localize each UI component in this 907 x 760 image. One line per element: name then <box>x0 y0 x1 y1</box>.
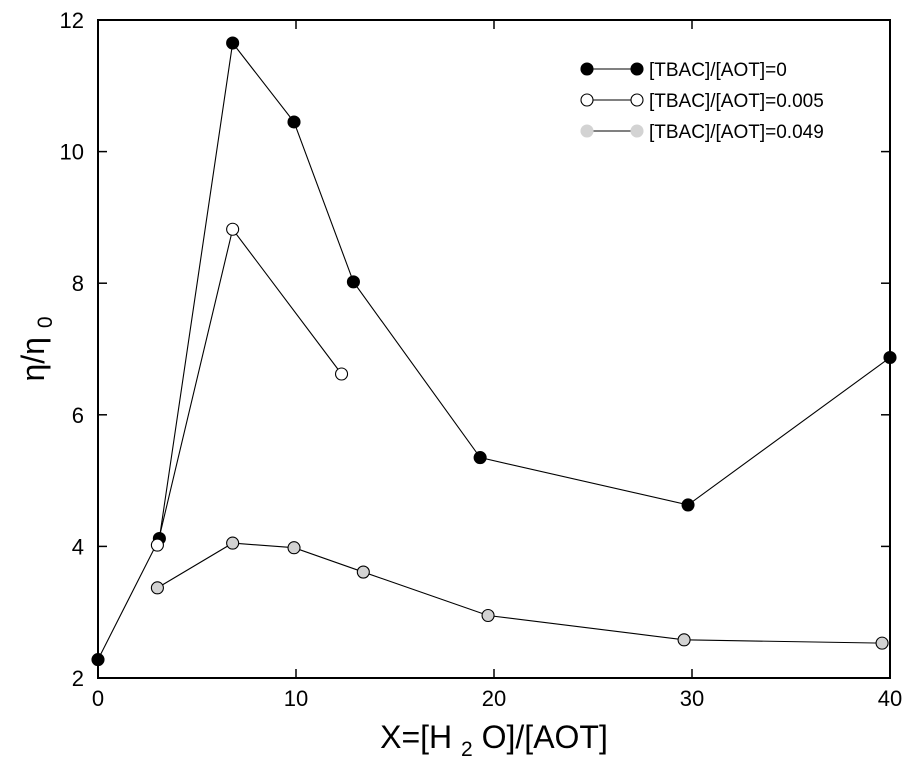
series-point-0 <box>287 115 301 129</box>
legend-marker-2 <box>580 124 594 138</box>
y-axis-title: η/η 0 <box>15 316 57 381</box>
axis-tick-labels: 0 10 20 30 40 2 4 6 8 10 12 <box>60 8 903 711</box>
y-tick-label: 8 <box>72 271 84 296</box>
y-axis-title-main: η/η <box>15 337 51 381</box>
y-tick-label: 6 <box>72 403 84 428</box>
series-point-0 <box>681 498 695 512</box>
series-point-0 <box>883 351 897 365</box>
axis-ticks <box>97 19 891 679</box>
legend-label-1: [TBAC]/[AOT]=0.005 <box>649 91 824 112</box>
series-point-0 <box>346 275 360 289</box>
legend-marker-1 <box>580 93 594 107</box>
legend-marker-1 <box>630 93 644 107</box>
y-axis-title-subscript: 0 <box>34 316 57 328</box>
x-tick-label: 0 <box>92 686 104 711</box>
legend-marker-0 <box>580 62 594 76</box>
series-point-0 <box>91 653 105 667</box>
x-tick-label: 40 <box>878 686 902 711</box>
x-tick-label: 10 <box>284 686 308 711</box>
series-point-2 <box>150 581 164 595</box>
y-tick-label: 2 <box>72 666 84 691</box>
series-point-2 <box>677 633 691 647</box>
series-point-1 <box>334 367 349 381</box>
legend-marker-2 <box>630 124 644 138</box>
series-point-1 <box>150 538 164 552</box>
series-point-1 <box>226 222 240 236</box>
y-tick-label: 4 <box>72 534 84 559</box>
x-axis-title: X=[H 2 O]/[AOT] <box>380 719 608 760</box>
x-axis-title-subscript: 2 <box>461 738 473 760</box>
series-point-2 <box>875 636 889 650</box>
x-axis-title-rest: O]/[AOT] <box>482 719 608 755</box>
series-point-0 <box>473 451 487 465</box>
x-tick-label: 30 <box>680 686 704 711</box>
legend-marker-0 <box>630 62 644 76</box>
x-axis-title-main: X=[H <box>380 719 452 755</box>
series-line-0 <box>97 41 891 660</box>
series-point-0 <box>226 36 240 50</box>
series-point-2 <box>481 608 495 623</box>
y-tick-label: 10 <box>60 140 84 165</box>
legend-label-0: [TBAC]/[AOT]=0 <box>649 60 787 81</box>
legend-label-2: [TBAC]/[AOT]=0.049 <box>649 122 824 143</box>
series-point-2 <box>287 541 301 555</box>
series-point-2 <box>356 565 370 579</box>
y-tick-label: 12 <box>60 8 84 33</box>
legend: [TBAC]/[AOT]=0 [TBAC]/[AOT]=0.005 [TBAC]/[… <box>580 60 824 143</box>
series-point-2 <box>226 536 240 550</box>
series-points <box>91 36 897 667</box>
x-tick-label: 20 <box>482 686 506 711</box>
